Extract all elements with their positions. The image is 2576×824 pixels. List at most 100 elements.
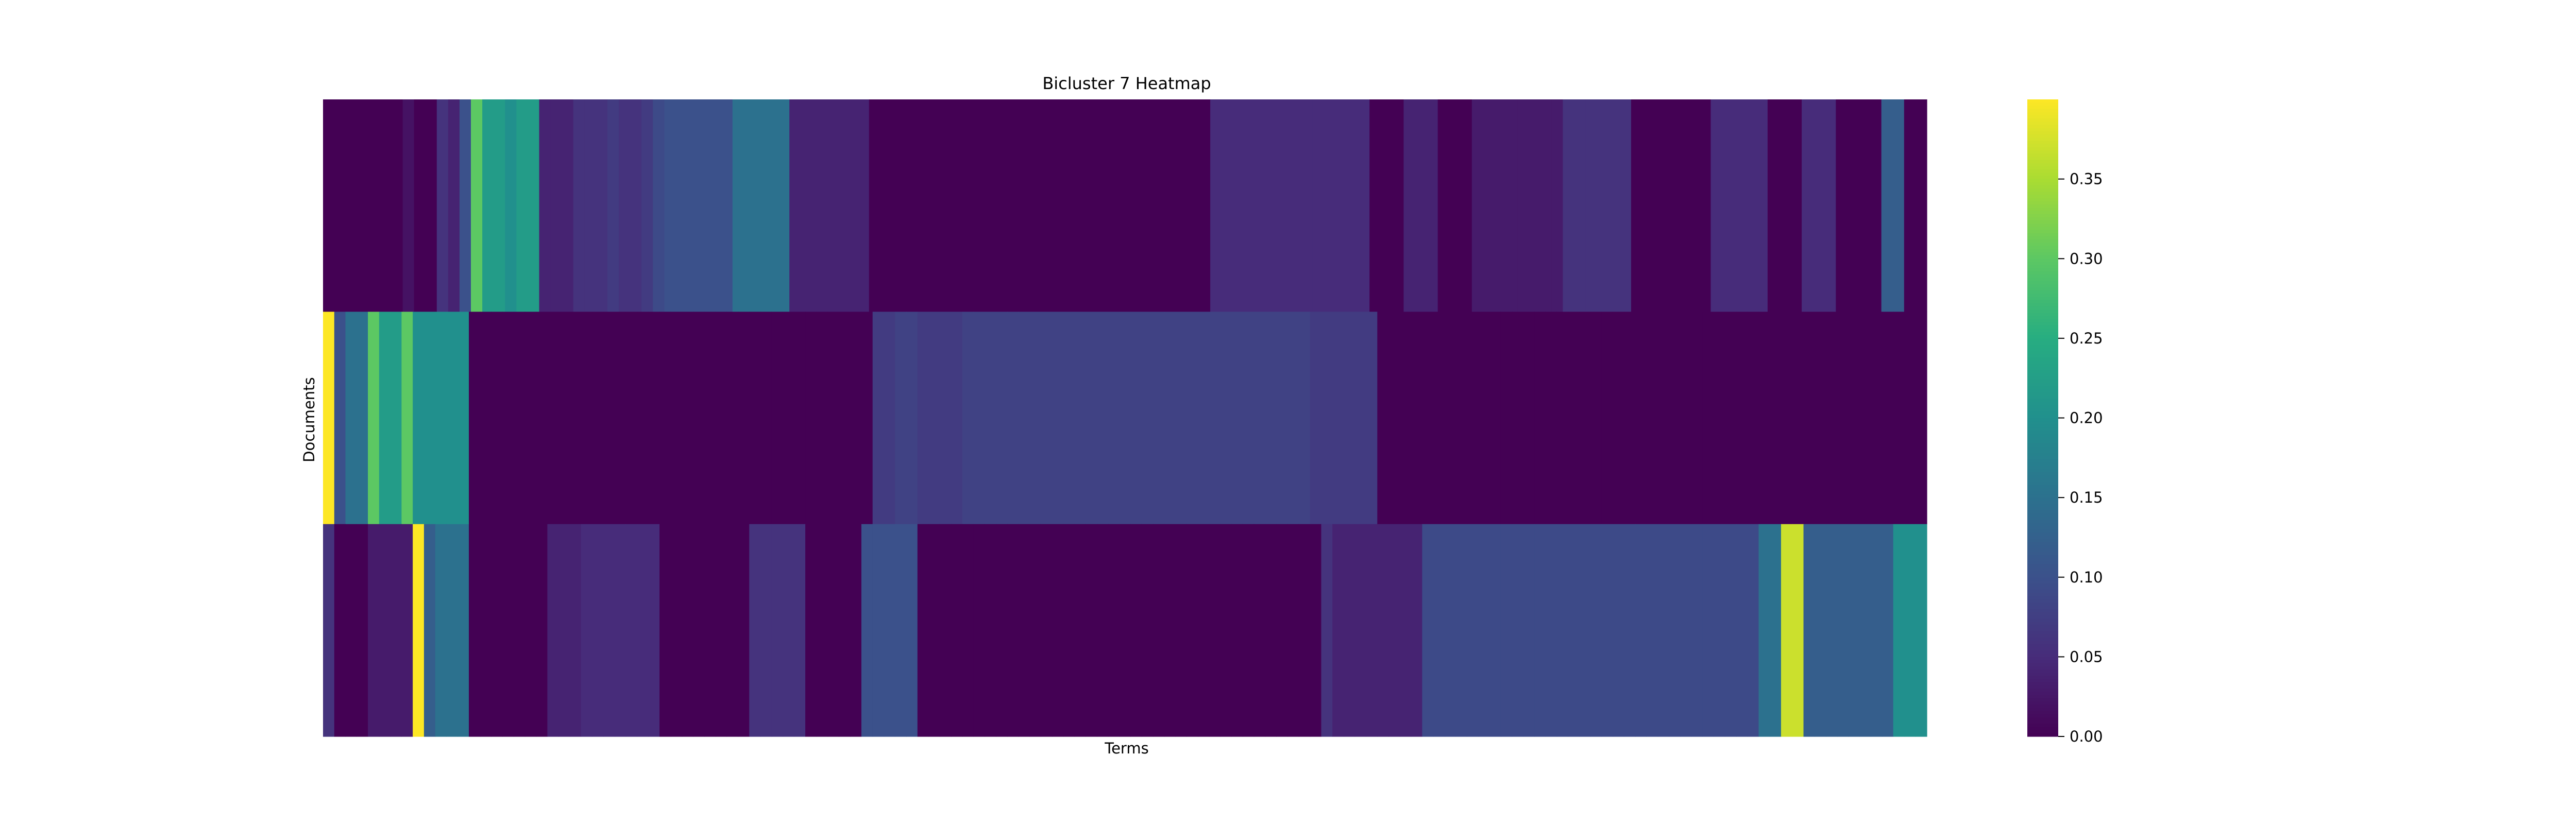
heatmap-cell: [1097, 524, 1109, 737]
colorbar-segment: [2027, 711, 2058, 715]
heatmap-cell: [1568, 312, 1580, 525]
colorbar-segment: [2027, 494, 2058, 498]
colorbar-segment: [2027, 689, 2058, 692]
colorbar-segment: [2027, 587, 2058, 591]
heatmap-cell: [345, 312, 357, 525]
heatmap-cell: [569, 524, 582, 737]
heatmap-cell: [1722, 99, 1734, 312]
heatmap-cell: [827, 524, 839, 737]
heatmap-cell: [996, 524, 1008, 737]
heatmap-cell: [794, 524, 806, 737]
heatmap-cell: [1613, 312, 1624, 525]
colorbar-segment: [2027, 153, 2058, 157]
heatmap-cell: [1433, 312, 1445, 525]
heatmap-cell: [346, 99, 358, 312]
heatmap-cell: [1859, 312, 1871, 525]
colorbar-segment: [2027, 612, 2058, 616]
heatmap-cell: [1142, 312, 1154, 525]
colorbar-segment: [2027, 370, 2058, 374]
colorbar-segment: [2027, 408, 2058, 412]
heatmap-cell: [973, 312, 985, 525]
heatmap-cell: [850, 524, 862, 737]
colorbar-segment: [2027, 552, 2058, 556]
colorbar-segment: [2027, 112, 2058, 116]
colorbar-segment: [2027, 431, 2058, 435]
colorbar-segment: [2027, 504, 2058, 508]
heatmap-cell: [928, 524, 940, 737]
heatmap-cell: [1758, 312, 1770, 525]
heatmap-cell: [1399, 312, 1412, 525]
colorbar-segment: [2027, 411, 2058, 415]
colorbar-segment: [2027, 294, 2058, 298]
colorbar-segment: [2027, 217, 2058, 221]
heatmap-cell: [592, 524, 604, 737]
colorbar-segment: [2027, 720, 2058, 724]
heatmap-cell: [1556, 312, 1568, 525]
heatmap-cell: [581, 312, 593, 525]
heatmap-cell: [615, 312, 626, 525]
heatmap-cell: [334, 312, 346, 525]
colorbar-segment: [2027, 427, 2058, 431]
heatmap-cell: [846, 99, 858, 312]
heatmap-cell: [1175, 312, 1187, 525]
heatmap-cell: [1108, 524, 1120, 737]
heatmap-cell: [1478, 524, 1490, 737]
heatmap-cell: [1366, 524, 1378, 737]
heatmap-cell: [1691, 524, 1703, 737]
colorbar-segment: [2027, 421, 2058, 425]
colorbar-segment: [2027, 319, 2058, 323]
heatmap-cell: [1702, 312, 1714, 525]
heatmap-cell: [1574, 99, 1586, 312]
heatmap-cell: [1437, 99, 1450, 312]
heatmap-cell: [1444, 524, 1456, 737]
heatmap-cell: [323, 524, 335, 737]
heatmap-cell: [592, 312, 604, 525]
colorbar-segment: [2027, 380, 2058, 384]
colorbar-segment: [2027, 141, 2058, 145]
heatmap-cell: [596, 99, 608, 312]
heatmap-cell: [1792, 524, 1804, 737]
heatmap-cell: [1108, 312, 1120, 525]
heatmap-cell: [524, 312, 537, 525]
heatmap-cell: [1613, 524, 1624, 737]
colorbar-segment: [2027, 118, 2058, 122]
colorbar-segment: [2027, 453, 2058, 457]
heatmap-cell: [1388, 524, 1400, 737]
heatmap-cell: [884, 312, 895, 525]
colorbar-tick-label: 0.35: [2070, 170, 2103, 188]
heatmap-cell: [1153, 524, 1165, 737]
heatmap-cell: [323, 312, 335, 525]
heatmap-cell: [528, 99, 540, 312]
heatmap-cell: [1321, 524, 1333, 737]
heatmap-cell: [760, 312, 772, 525]
heatmap-cell: [1074, 312, 1086, 525]
heatmap-cell: [1826, 312, 1838, 525]
heatmap-cell: [1471, 99, 1484, 312]
colorbar-tick-label: 0.05: [2070, 648, 2103, 665]
heatmap-cell: [1324, 99, 1336, 312]
heatmap-cell: [1871, 312, 1883, 525]
heatmap-cell: [1624, 312, 1636, 525]
heatmap-cell: [994, 99, 1006, 312]
colorbar-segment: [2027, 462, 2058, 466]
heatmap-cell: [1321, 312, 1333, 525]
heatmap-cell: [1654, 99, 1666, 312]
heatmap-cell: [1231, 524, 1243, 737]
heatmap-cell: [1669, 524, 1681, 737]
colorbar-segment: [2027, 303, 2058, 307]
heatmap-cell: [1388, 312, 1400, 525]
heatmap-cell: [951, 312, 963, 525]
colorbar-segment: [2027, 345, 2058, 349]
heatmap-cell: [469, 524, 481, 737]
heatmap-cell: [1153, 312, 1165, 525]
heatmap-cell: [1858, 99, 1871, 312]
colorbar-segment: [2027, 106, 2058, 110]
heatmap-cell: [928, 312, 940, 525]
heatmap-cell: [937, 99, 949, 312]
heatmap-cell: [1199, 99, 1211, 312]
heatmap-cell: [1790, 99, 1802, 312]
heatmap-cell: [659, 524, 671, 737]
heatmap-cell: [539, 99, 551, 312]
heatmap-cell: [457, 312, 469, 525]
heatmap-cell: [743, 99, 756, 312]
